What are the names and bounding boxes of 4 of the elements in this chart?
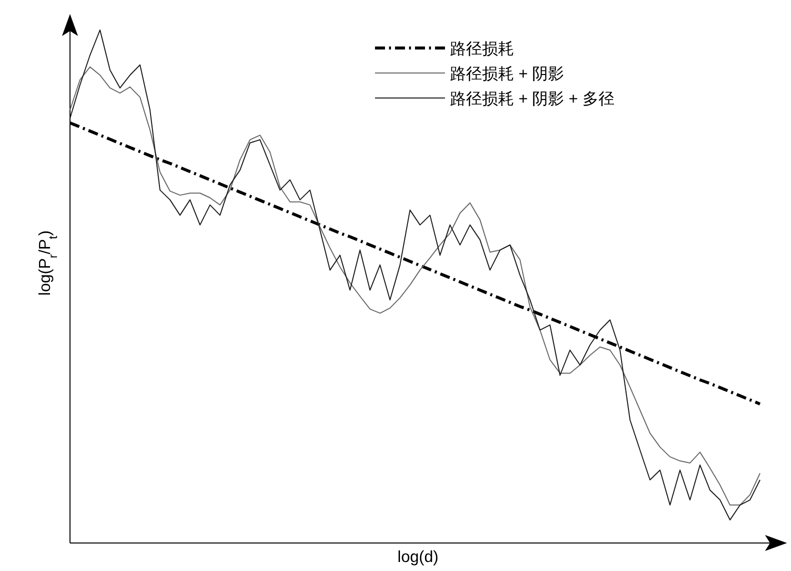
legend-label: 路径损耗 + 阴影 + 多径 <box>450 90 614 108</box>
x-axis-title: log(d) <box>398 549 438 566</box>
legend-label: 路径损耗 + 阴影 <box>450 65 564 83</box>
legend-label: 路径损耗 <box>450 40 514 58</box>
